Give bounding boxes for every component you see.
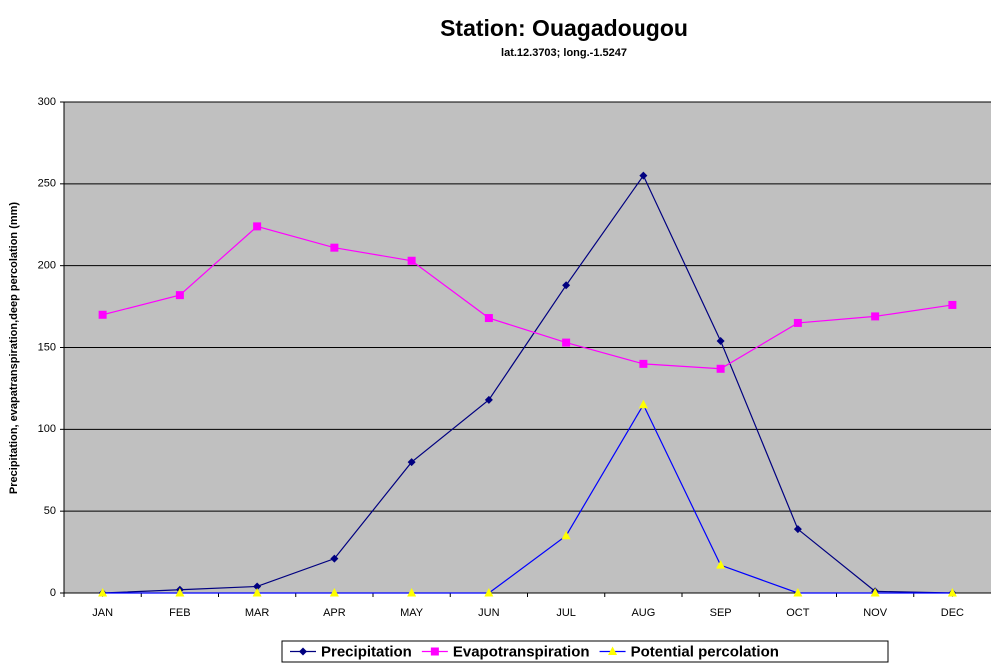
marker xyxy=(639,171,648,180)
marker xyxy=(793,588,803,597)
marker xyxy=(638,399,648,409)
series-line xyxy=(102,225,953,370)
legend-label: Potential percolation xyxy=(631,643,779,660)
marker xyxy=(330,243,339,252)
series-line xyxy=(102,403,953,594)
legend-box xyxy=(281,640,889,663)
marker xyxy=(716,560,726,569)
marker xyxy=(562,338,571,347)
marker xyxy=(175,291,184,300)
marker xyxy=(175,588,185,597)
legend-label: Precipitation xyxy=(321,643,412,660)
marker xyxy=(98,588,108,597)
chart-title: Station: Ouagadougou xyxy=(440,15,688,41)
y-tick-label: 200 xyxy=(38,260,56,272)
marker xyxy=(639,359,648,368)
marker xyxy=(870,588,880,597)
x-tick-label: JAN xyxy=(92,607,113,619)
x-tick-label: SEP xyxy=(710,607,732,619)
y-tick-label: 150 xyxy=(38,341,56,353)
marker xyxy=(561,530,571,540)
x-tick-label: DEC xyxy=(941,607,964,619)
marker xyxy=(948,300,957,309)
marker xyxy=(253,222,262,231)
marker xyxy=(562,281,571,290)
y-tick-label: 0 xyxy=(50,587,56,599)
marker xyxy=(716,364,725,373)
x-tick-label: MAY xyxy=(400,607,424,619)
x-tick-label: JUL xyxy=(556,607,576,619)
x-tick-label: JUN xyxy=(478,607,499,619)
marker xyxy=(484,395,493,404)
legend-label: Evapotranspiration xyxy=(453,643,590,660)
marker xyxy=(98,310,107,319)
x-tick-label: NOV xyxy=(863,607,888,619)
x-tick-label: OCT xyxy=(786,607,810,619)
marker xyxy=(329,588,339,597)
marker xyxy=(252,588,262,597)
y-tick-label: 250 xyxy=(38,178,56,190)
marker xyxy=(947,588,957,597)
marker xyxy=(716,336,725,345)
y-tick-label: 300 xyxy=(38,96,56,108)
marker xyxy=(793,525,802,534)
marker xyxy=(608,646,618,655)
marker xyxy=(407,256,416,265)
y-axis-label: Precipitation, evapatranspiration,deep p… xyxy=(8,202,20,495)
marker xyxy=(407,458,416,467)
x-tick-label: APR xyxy=(323,607,346,619)
x-tick-label: MAR xyxy=(245,607,270,619)
marker xyxy=(871,312,880,321)
series-line xyxy=(102,174,953,594)
marker xyxy=(484,314,493,323)
x-tick-label: FEB xyxy=(169,607,190,619)
y-tick-label: 100 xyxy=(38,423,56,435)
marker xyxy=(407,588,417,597)
marker xyxy=(330,554,339,563)
y-tick-label: 50 xyxy=(44,505,56,517)
marker xyxy=(484,588,494,597)
marker xyxy=(430,647,439,656)
marker xyxy=(253,582,262,591)
x-tick-label: AUG xyxy=(631,607,655,619)
chart-subtitle: lat.12.3703; long.-1.5247 xyxy=(501,47,627,59)
marker xyxy=(299,647,307,656)
marker xyxy=(793,318,802,327)
